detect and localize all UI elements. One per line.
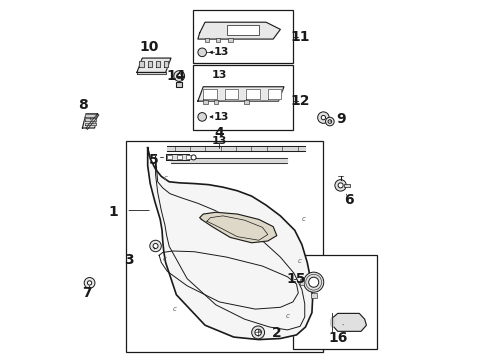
Polygon shape [165, 154, 188, 160]
Polygon shape [224, 89, 238, 99]
Polygon shape [199, 212, 276, 243]
Circle shape [153, 243, 158, 248]
Circle shape [337, 183, 343, 188]
Circle shape [317, 112, 328, 123]
Polygon shape [203, 89, 217, 99]
Polygon shape [147, 148, 312, 339]
Bar [344, 184, 349, 187]
Polygon shape [137, 72, 165, 74]
Text: c: c [285, 312, 289, 319]
Polygon shape [86, 114, 99, 130]
Circle shape [327, 120, 331, 123]
Circle shape [198, 113, 206, 121]
Bar [176, 155, 182, 159]
Circle shape [308, 277, 318, 287]
Bar [203, 100, 207, 104]
Circle shape [174, 71, 184, 81]
Text: 13: 13 [213, 112, 229, 122]
Text: 13: 13 [213, 47, 228, 57]
Text: 4: 4 [214, 126, 224, 140]
Polygon shape [155, 60, 160, 67]
Text: c: c [298, 258, 302, 264]
Circle shape [321, 116, 325, 120]
Polygon shape [82, 114, 97, 128]
Polygon shape [147, 60, 152, 67]
Circle shape [87, 281, 92, 285]
Text: 12: 12 [290, 94, 309, 108]
Bar [167, 155, 172, 159]
Circle shape [303, 272, 323, 292]
Text: 2: 2 [271, 327, 281, 341]
Polygon shape [246, 89, 260, 99]
Text: 10: 10 [140, 40, 159, 54]
Text: 5: 5 [149, 153, 159, 167]
Bar [192, 10, 292, 63]
Bar [186, 155, 191, 159]
Text: 8: 8 [78, 98, 88, 112]
Ellipse shape [330, 318, 333, 327]
Bar [126, 140, 323, 352]
Polygon shape [198, 22, 280, 39]
Text: 13: 13 [211, 70, 226, 80]
Polygon shape [84, 118, 96, 121]
Text: 13: 13 [211, 136, 226, 145]
Polygon shape [198, 87, 284, 101]
Circle shape [84, 278, 95, 288]
Polygon shape [267, 89, 281, 99]
Circle shape [334, 180, 346, 191]
Bar [300, 279, 303, 285]
Text: 7: 7 [82, 286, 92, 300]
Bar [215, 39, 220, 41]
Bar [244, 100, 248, 104]
Polygon shape [84, 114, 96, 117]
Text: 16: 16 [327, 331, 346, 345]
Text: c: c [172, 306, 176, 312]
Bar [214, 100, 218, 104]
Text: c: c [163, 256, 166, 262]
Bar [226, 25, 258, 36]
Circle shape [191, 155, 196, 160]
Text: 3: 3 [124, 253, 134, 267]
Text: 14: 14 [166, 69, 186, 83]
Polygon shape [137, 58, 171, 72]
Polygon shape [84, 123, 96, 126]
Text: 9: 9 [335, 112, 345, 126]
Bar [176, 82, 182, 87]
Text: 15: 15 [286, 271, 305, 285]
Circle shape [251, 326, 264, 339]
Bar [204, 39, 209, 41]
Circle shape [149, 240, 161, 252]
Text: 11: 11 [290, 30, 309, 44]
Polygon shape [332, 314, 366, 331]
Circle shape [254, 329, 261, 336]
Polygon shape [139, 60, 144, 67]
Text: c: c [163, 175, 167, 181]
Polygon shape [163, 60, 168, 67]
Bar [192, 65, 292, 130]
Text: 1: 1 [108, 205, 118, 219]
Bar [292, 255, 376, 348]
Bar [228, 39, 232, 41]
Text: c: c [301, 216, 305, 222]
Circle shape [176, 73, 182, 78]
Bar [310, 293, 316, 298]
Circle shape [198, 48, 206, 57]
Circle shape [325, 117, 333, 126]
Text: 6: 6 [343, 193, 353, 207]
